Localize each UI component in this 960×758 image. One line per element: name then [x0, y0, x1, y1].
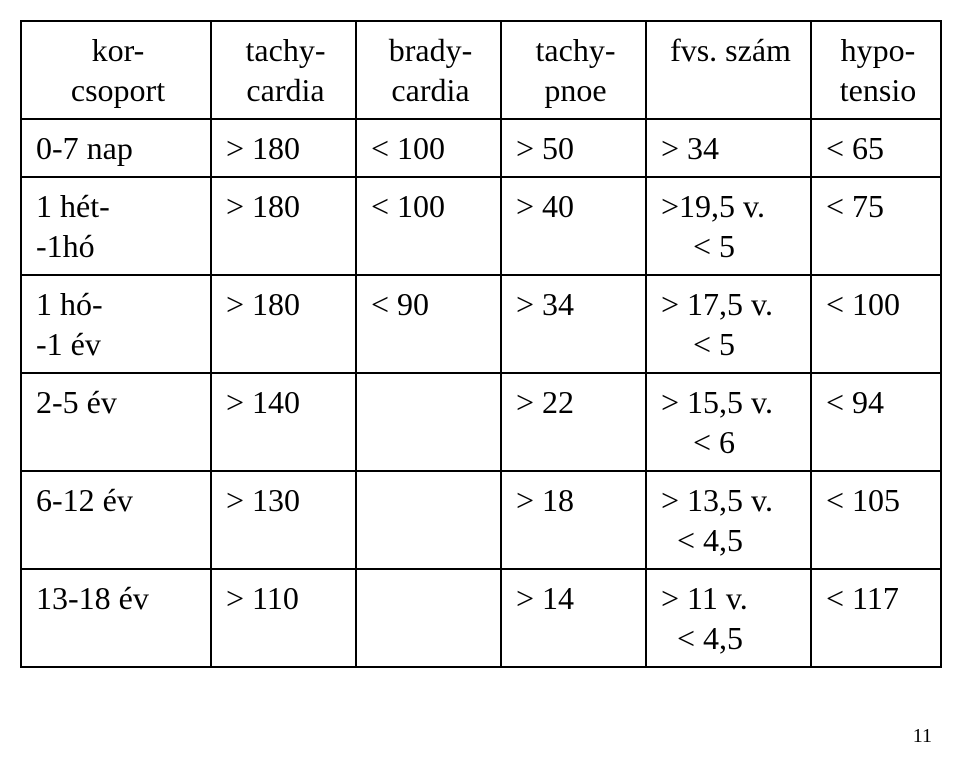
table-header-row: kor- csoport tachy- cardia brady- cardia… [21, 21, 941, 119]
cell [356, 569, 501, 667]
col-header: tachy- cardia [211, 21, 356, 119]
cell: < 100 [356, 119, 501, 177]
cell: > 40 [501, 177, 646, 275]
cell: < 65 [811, 119, 941, 177]
table-row: 13-18 év > 110 > 14 > 11 v. < 4,5 < 117 [21, 569, 941, 667]
page: kor- csoport tachy- cardia brady- cardia… [0, 20, 960, 758]
cell: < 100 [356, 177, 501, 275]
cell: > 50 [501, 119, 646, 177]
cell: > 13,5 v. < 4,5 [646, 471, 811, 569]
cell: > 34 [501, 275, 646, 373]
page-number: 11 [913, 725, 932, 748]
cell: > 15,5 v. < 6 [646, 373, 811, 471]
cell: 0-7 nap [21, 119, 211, 177]
cell: > 180 [211, 119, 356, 177]
cell: 6-12 év [21, 471, 211, 569]
cell: 13-18 év [21, 569, 211, 667]
cell: < 100 [811, 275, 941, 373]
table-row: 2-5 év > 140 > 22 > 15,5 v. < 6 < 94 [21, 373, 941, 471]
col-header: hypo- tensio [811, 21, 941, 119]
cell: > 17,5 v. < 5 [646, 275, 811, 373]
cell [356, 471, 501, 569]
cell: > 11 v. < 4,5 [646, 569, 811, 667]
col-header: tachy- pnoe [501, 21, 646, 119]
table-row: 1 hó- -1 év > 180 < 90 > 34 > 17,5 v. < … [21, 275, 941, 373]
cell: < 90 [356, 275, 501, 373]
cell: < 94 [811, 373, 941, 471]
table-row: 0-7 nap > 180 < 100 > 50 > 34 < 65 [21, 119, 941, 177]
cell [356, 373, 501, 471]
table-body: 0-7 nap > 180 < 100 > 50 > 34 < 65 1 hét… [21, 119, 941, 667]
col-header: brady- cardia [356, 21, 501, 119]
cell: > 34 [646, 119, 811, 177]
cell: 1 hét- -1hó [21, 177, 211, 275]
cell: 2-5 év [21, 373, 211, 471]
col-header: kor- csoport [21, 21, 211, 119]
cell: > 14 [501, 569, 646, 667]
cell: < 117 [811, 569, 941, 667]
cell: < 75 [811, 177, 941, 275]
cell: > 130 [211, 471, 356, 569]
cell: > 22 [501, 373, 646, 471]
table-row: 1 hét- -1hó > 180 < 100 > 40 >19,5 v. < … [21, 177, 941, 275]
cell: > 110 [211, 569, 356, 667]
vitals-table: kor- csoport tachy- cardia brady- cardia… [20, 20, 942, 668]
cell: < 105 [811, 471, 941, 569]
table-row: 6-12 év > 130 > 18 > 13,5 v. < 4,5 < 105 [21, 471, 941, 569]
col-header: fvs. szám [646, 21, 811, 119]
cell: >19,5 v. < 5 [646, 177, 811, 275]
cell: > 180 [211, 177, 356, 275]
cell: > 18 [501, 471, 646, 569]
cell: > 180 [211, 275, 356, 373]
cell: 1 hó- -1 év [21, 275, 211, 373]
cell: > 140 [211, 373, 356, 471]
